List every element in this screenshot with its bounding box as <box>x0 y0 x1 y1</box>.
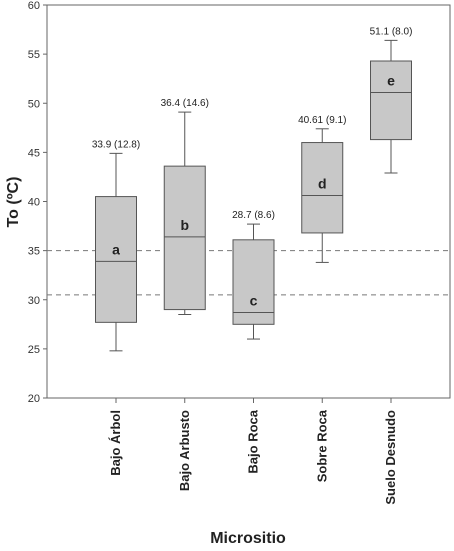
box-5: 51.1 (8.0) e <box>370 26 413 174</box>
box-iqr <box>232 239 275 325</box>
y-tick-label-55: 55 <box>28 49 40 61</box>
group-letter: e <box>387 72 395 88</box>
group-letter: b <box>180 217 189 233</box>
group-letter: a <box>112 241 120 257</box>
y-tick-label-30: 30 <box>28 295 40 307</box>
stat-label: 28.7 (8.6) <box>232 210 275 221</box>
stat-label: 51.1 (8.0) <box>370 26 413 37</box>
box-iqr <box>95 196 137 323</box>
y-tick-label-50: 50 <box>28 98 40 110</box>
y-tick-label-40: 40 <box>28 197 40 209</box>
y-tick-label-60: 60 <box>28 0 40 12</box>
stat-label: 40.61 (9.1) <box>298 115 346 126</box>
stat-label: 33.9 (12.8) <box>92 139 140 150</box>
x-axis-title: Micrositio <box>210 530 286 547</box>
box-2: 36.4 (14.6) b <box>161 98 209 315</box>
group-letter: c <box>250 293 258 309</box>
category-label-5: Suelo Desnudo <box>383 410 398 505</box>
y-tick-label-35: 35 <box>28 246 40 258</box>
y-tick-label-25: 25 <box>28 344 40 356</box>
box-iqr <box>370 60 412 141</box>
category-label-4: Sobre Roca <box>314 409 329 482</box>
y-axis-title: To (ºC) <box>5 177 22 228</box>
box-4: 40.61 (9.1) d <box>298 115 346 263</box>
box-iqr <box>301 142 344 234</box>
box-iqr <box>163 165 206 311</box>
category-label-3: Bajo Roca <box>246 409 261 473</box>
box-1: 33.9 (12.8) a <box>92 139 140 352</box>
y-axis: 20 25 30 35 40 45 50 55 60 <box>28 0 47 405</box>
y-tick-label-20: 20 <box>28 393 40 405</box>
box-3: 28.7 (8.6) c <box>232 210 275 340</box>
y-tick-label-45: 45 <box>28 147 40 159</box>
stat-label: 36.4 (14.6) <box>161 98 209 109</box>
boxes: 33.9 (12.8) a 36.4 (14.6) b 28.7 (8.6) c 40.61… <box>92 26 413 352</box>
group-letter: d <box>318 176 327 192</box>
category-label-2: Bajo Arbusto <box>177 410 192 491</box>
category-label-1: Bajo Árbol <box>108 410 123 476</box>
x-axis: Bajo Árbol Bajo Arbusto Bajo Roca Sobre Roc… <box>108 398 398 505</box>
